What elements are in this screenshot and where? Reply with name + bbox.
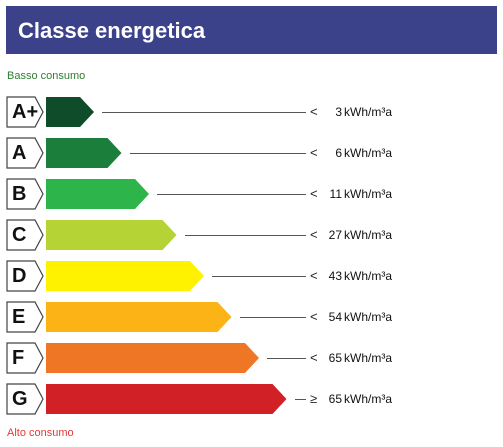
comparator: <	[310, 309, 318, 324]
energy-class-graphic	[6, 137, 122, 169]
energy-class-row-a: A <6 kWh/m³a	[0, 137, 503, 169]
class-bar-d	[46, 261, 204, 291]
class-label-g: G	[12, 388, 28, 410]
consumption-value: 6	[335, 146, 342, 160]
comparator: <	[310, 104, 318, 119]
consumption-value: 43	[328, 269, 342, 283]
leader-line	[102, 112, 306, 113]
consumption-value: 65	[328, 392, 342, 406]
comparator: <	[310, 145, 318, 160]
energy-class-graphic	[6, 178, 149, 210]
comparator: ≥	[310, 391, 318, 406]
consumption-unit: kWh/m³a	[344, 146, 392, 160]
class-label-box	[6, 301, 44, 333]
class-bar-aplus	[46, 97, 94, 127]
class-label-box	[6, 96, 44, 128]
header-bar: Classe energetica	[6, 6, 497, 54]
energy-class-graphic	[6, 96, 94, 128]
class-label-a: A	[12, 142, 27, 164]
class-bar-e	[46, 302, 232, 332]
class-label-c: C	[12, 224, 27, 246]
consumption-unit: kWh/m³a	[344, 105, 392, 119]
energy-class-graphic	[6, 383, 287, 415]
energy-class-row-c: C <27 kWh/m³a	[0, 219, 503, 251]
class-label-box	[6, 342, 44, 374]
energy-class-graphic	[6, 342, 259, 374]
consumption-value: 11	[329, 187, 342, 201]
leader-line	[129, 153, 306, 154]
leader-line	[294, 399, 306, 400]
class-label-box	[6, 178, 44, 210]
high-consumption-label: Alto consumo	[7, 427, 74, 439]
leader-line	[239, 317, 306, 318]
leader-line	[212, 276, 306, 277]
page-title: Classe energetica	[18, 18, 206, 43]
class-label-f: F	[12, 347, 25, 369]
energy-class-graphic	[6, 219, 177, 251]
consumption-value: 3	[335, 105, 342, 119]
consumption-value: 65	[328, 351, 342, 365]
energy-class-row-b: B <11 kWh/m³a	[0, 178, 503, 210]
class-label-box	[6, 219, 44, 251]
leader-line	[267, 358, 306, 359]
class-label-e: E	[12, 306, 26, 328]
energy-class-row-f: F <65 kWh/m³a	[0, 342, 503, 374]
leader-line	[157, 194, 306, 195]
comparator: <	[310, 186, 318, 201]
class-label-aplus: A+	[12, 101, 39, 123]
class-label-box	[6, 260, 44, 292]
class-bar-b	[46, 179, 149, 209]
energy-class-graphic	[6, 260, 204, 292]
consumption-unit: kWh/m³a	[344, 269, 392, 283]
consumption-unit: kWh/m³a	[344, 228, 392, 242]
class-label-b: B	[12, 183, 27, 205]
comparator: <	[310, 350, 318, 365]
class-bar-g	[46, 384, 287, 414]
energy-class-row-e: E <54 kWh/m³a	[0, 301, 503, 333]
class-label-box	[6, 383, 44, 415]
comparator: <	[310, 268, 318, 283]
consumption-unit: kWh/m³a	[344, 187, 392, 201]
class-label-box	[6, 137, 44, 169]
class-bar-c	[46, 220, 177, 250]
class-bar-f	[46, 343, 259, 373]
energy-class-row-d: D <43 kWh/m³a	[0, 260, 503, 292]
class-label-d: D	[12, 265, 27, 287]
consumption-value: 54	[328, 310, 342, 324]
class-bar-a	[46, 138, 122, 168]
leader-line	[184, 235, 306, 236]
consumption-value: 27	[328, 228, 342, 242]
consumption-unit: kWh/m³a	[344, 310, 392, 324]
comparator: <	[310, 227, 318, 242]
consumption-unit: kWh/m³a	[344, 392, 392, 406]
energy-class-row-g: G ≥65 kWh/m³a	[0, 383, 503, 415]
consumption-unit: kWh/m³a	[344, 351, 392, 365]
energy-class-row-aplus: A+ <3 kWh/m³a	[0, 96, 503, 128]
low-consumption-label: Basso consumo	[7, 70, 86, 82]
energy-class-graphic	[6, 301, 232, 333]
